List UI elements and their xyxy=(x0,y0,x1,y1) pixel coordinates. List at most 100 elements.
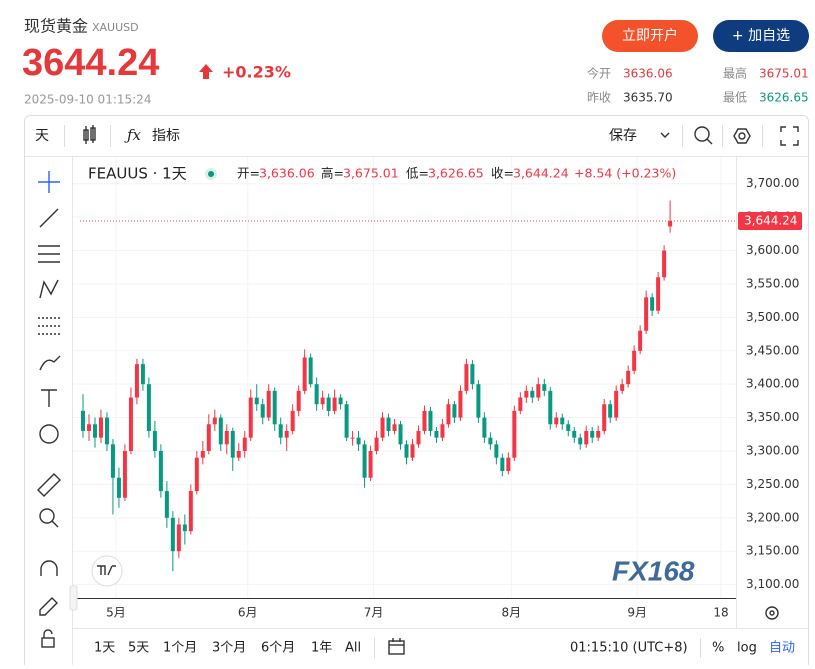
zoom-tool[interactable] xyxy=(39,508,59,528)
candle-body xyxy=(356,437,361,445)
candle-body xyxy=(122,451,127,498)
range[interactable]: 1年 xyxy=(311,641,332,656)
candle-body xyxy=(344,404,349,438)
tv-logo[interactable] xyxy=(91,555,123,587)
candle-body xyxy=(182,524,187,532)
save[interactable]: 保存 xyxy=(609,128,637,144)
collapse-handle[interactable] xyxy=(69,585,78,611)
settings-icon[interactable] xyxy=(733,128,751,144)
candle-body xyxy=(422,410,427,431)
candle-body xyxy=(188,491,193,532)
candle-body xyxy=(218,417,223,445)
stat-value: 3636.06 xyxy=(623,67,673,81)
legend-value: 3,636.06 xyxy=(259,166,315,181)
button-label[interactable]: + 加自选 xyxy=(732,28,790,44)
channel-tool[interactable] xyxy=(38,245,60,263)
candle-body xyxy=(410,444,415,458)
candle-body xyxy=(392,424,397,431)
candle-body xyxy=(488,437,493,445)
y-tick-label: 3,200.00 xyxy=(746,510,799,524)
price: 3644.24 xyxy=(22,42,159,84)
legend-value: 3,626.65 xyxy=(428,166,484,181)
fx-icon[interactable]: ƒx xyxy=(124,126,142,144)
candle-body xyxy=(584,430,589,445)
candle-body xyxy=(254,397,259,405)
legend-value: 3,675.01 xyxy=(343,166,399,181)
candle-body xyxy=(404,444,409,458)
candle-body xyxy=(614,390,619,418)
candle-body xyxy=(104,417,109,445)
range[interactable]: 3个月 xyxy=(212,641,246,656)
line-tool[interactable] xyxy=(39,208,59,228)
button-label[interactable]: 立即开户 xyxy=(622,27,678,44)
candle-body xyxy=(116,477,121,498)
candle-body xyxy=(452,404,457,418)
alert-icon[interactable] xyxy=(694,126,713,145)
range[interactable]: 5天 xyxy=(128,641,149,656)
candle-body xyxy=(602,404,607,431)
candle-body xyxy=(176,524,181,552)
candle-body xyxy=(572,430,577,438)
crosshair-tool[interactable] xyxy=(38,171,60,193)
candle-body xyxy=(542,384,547,391)
candle-body xyxy=(86,424,91,431)
candle-icon[interactable] xyxy=(83,125,96,144)
candle-body xyxy=(428,410,433,431)
percent-toggle[interactable]: % xyxy=(712,641,724,656)
range[interactable]: 1天 xyxy=(94,641,115,656)
fib-tool[interactable] xyxy=(38,317,60,335)
stat-value: 3626.65 xyxy=(759,91,809,105)
candle-body xyxy=(320,397,325,405)
emoji-tool[interactable] xyxy=(39,424,59,444)
x-tick-label: 6月 xyxy=(238,606,258,620)
candle-body xyxy=(620,384,625,391)
calendar-icon[interactable] xyxy=(388,638,405,655)
log-toggle[interactable]: log xyxy=(737,641,757,656)
candle-body xyxy=(476,384,481,418)
candle-body xyxy=(638,330,643,351)
candle-body xyxy=(380,417,385,438)
candle-body xyxy=(296,390,301,411)
open-account-button[interactable] xyxy=(602,20,698,52)
pattern-tool[interactable] xyxy=(39,279,59,299)
status-dot xyxy=(208,171,214,177)
auto-toggle[interactable]: 自动 xyxy=(769,641,795,656)
candle-body xyxy=(236,451,241,458)
stat-label: 今开 xyxy=(587,66,611,81)
stat-value: 3635.70 xyxy=(623,91,673,105)
lock-tool[interactable] xyxy=(41,629,55,648)
brush-tool[interactable] xyxy=(39,355,61,371)
candle-body xyxy=(110,444,115,478)
lock-draw-tool[interactable] xyxy=(39,597,58,616)
interval[interactable]: 天 xyxy=(35,128,49,144)
candle-body xyxy=(632,350,637,371)
text-tool[interactable] xyxy=(41,389,57,407)
candle-body xyxy=(590,430,595,438)
stat-value: 3675.01 xyxy=(759,67,809,81)
ruler-tool[interactable] xyxy=(37,473,61,497)
candle-body xyxy=(434,430,439,438)
y-tick-label: 3,100.00 xyxy=(746,577,799,591)
candle-body xyxy=(248,397,253,438)
candle-body xyxy=(416,430,421,445)
range[interactable]: All xyxy=(345,641,361,656)
candle-body xyxy=(374,437,379,451)
indicators[interactable]: 指标 xyxy=(152,128,180,144)
range[interactable]: 6个月 xyxy=(261,641,295,656)
candle-body xyxy=(212,417,217,425)
range[interactable]: 1个月 xyxy=(163,641,197,656)
y-tick-label: 3,300.00 xyxy=(746,444,799,458)
fullscreen-icon[interactable] xyxy=(780,126,799,146)
legend-symbol: FEAUUS · 1天 xyxy=(88,165,187,183)
candle-body xyxy=(458,390,463,418)
candle-body xyxy=(578,437,583,445)
candle-body xyxy=(482,417,487,438)
chevron[interactable] xyxy=(660,132,670,138)
magnet-tool[interactable] xyxy=(40,560,58,576)
watchlist-button[interactable] xyxy=(713,20,809,52)
candle-body xyxy=(290,410,295,431)
axis-settings[interactable] xyxy=(765,606,779,620)
candle-body xyxy=(494,444,499,458)
candle-body xyxy=(152,430,157,451)
